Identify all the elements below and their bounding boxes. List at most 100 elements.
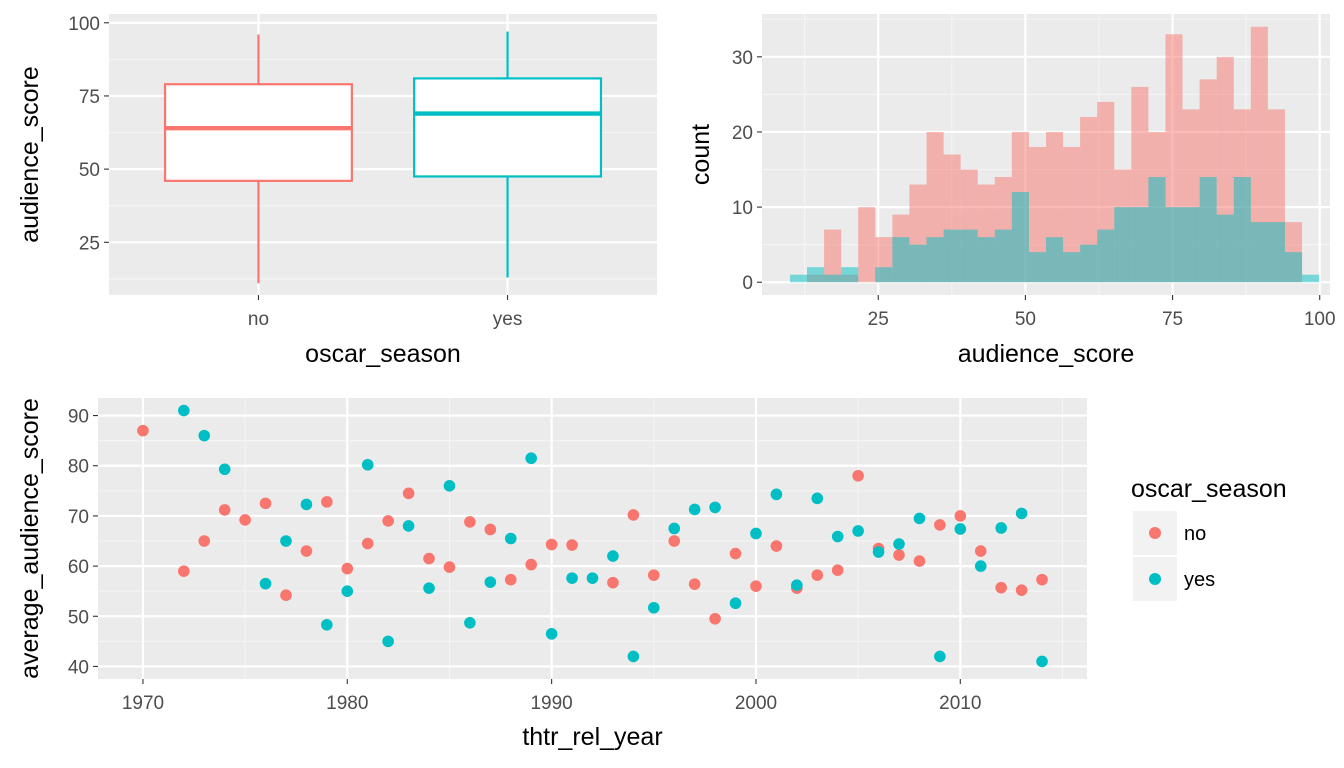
scatter-point-yes: [750, 527, 762, 540]
y-tick-label: 50: [79, 160, 100, 181]
y-tick-label: 50: [68, 607, 89, 628]
scatter-point-yes: [525, 452, 537, 465]
legend-label-yes: yes: [1184, 569, 1215, 591]
y-tick-label: 20: [732, 123, 753, 144]
scatter-point-no: [688, 578, 701, 590]
scatter-point-yes: [913, 512, 926, 525]
histogram-bar-no: [1250, 26, 1268, 283]
histogram-bar-yes: [1080, 244, 1098, 283]
histogram-bar-yes: [841, 267, 859, 283]
scatter-point-no: [831, 564, 844, 576]
scatter-point-no: [504, 573, 517, 586]
histogram-bar-yes: [909, 244, 927, 283]
scatter-point-yes: [300, 498, 313, 511]
scatter-point-yes: [831, 530, 844, 543]
scatter-point-no: [648, 569, 660, 581]
y-axis-title: count: [687, 124, 715, 185]
scatter-point-yes: [627, 650, 640, 663]
scatter-point-no: [525, 558, 537, 571]
x-axis-title: oscar_season: [305, 340, 461, 368]
scatter-point-yes: [974, 560, 987, 572]
histogram-bar-yes: [807, 267, 825, 283]
boxplot-panel: 25 50 75 100 no yes oscar_season audience_score: [16, 14, 657, 368]
y-tick-label: 90: [68, 407, 89, 428]
x-tick-label: no: [248, 309, 269, 330]
histogram-bar-yes: [994, 229, 1012, 283]
scatter-point-yes: [198, 429, 211, 442]
scatter-point-yes: [811, 492, 824, 505]
scatter-point-yes: [995, 522, 1007, 534]
legend-key-no-dot: [1149, 527, 1161, 539]
scatter-point-no: [382, 515, 394, 527]
histogram-bar-yes: [977, 237, 995, 283]
scatter-point-no: [607, 576, 619, 589]
scatter-point-yes: [280, 535, 292, 547]
scatter-point-no: [750, 580, 762, 592]
scatter-point-yes: [402, 520, 415, 532]
histogram-bar-yes: [1302, 274, 1320, 283]
scatter-point-no: [321, 496, 333, 508]
scatter-point-yes: [566, 572, 578, 584]
scatter-point-yes: [954, 523, 967, 535]
histogram-bar-yes: [943, 229, 961, 283]
y-tick-label: 25: [79, 233, 100, 254]
scatter-point-yes: [668, 522, 681, 535]
histogram-bar-no: [858, 207, 876, 283]
legend-title: oscar_season: [1131, 475, 1287, 503]
x-tick-label: yes: [493, 309, 523, 330]
x-tick-label: 50: [1015, 309, 1036, 330]
legend: oscar_season no yes: [1131, 475, 1287, 601]
scatter-point-no: [218, 504, 231, 516]
scatter-point-yes: [648, 601, 660, 614]
legend-label-no: no: [1184, 523, 1206, 545]
scatter-point-yes: [382, 635, 394, 648]
scatter-point-no: [627, 509, 640, 521]
histogram-bar-yes: [789, 274, 808, 283]
x-tick-label: 2000: [735, 693, 777, 714]
scatter-point-no: [913, 555, 926, 567]
y-axis-title: audience_score: [16, 66, 44, 243]
scatter-point-no: [464, 516, 476, 528]
histogram-bar-yes: [1131, 207, 1149, 283]
y-tick-label: 70: [68, 507, 89, 528]
scatter-point-yes: [443, 480, 456, 492]
scatter-point-no: [811, 569, 824, 581]
y-tick-label: 80: [68, 457, 89, 478]
histogram-bar-no: [1028, 146, 1046, 283]
histogram-bar-yes: [1267, 222, 1285, 283]
scatter-point-no: [545, 538, 558, 551]
histogram-bar-yes: [1097, 229, 1115, 283]
histogram-bar-yes: [875, 267, 893, 283]
histogram-bar-yes: [1182, 207, 1200, 283]
histogram-bar-yes: [1165, 207, 1183, 283]
panel-background: [98, 398, 1087, 679]
scatter-point-no: [198, 535, 211, 547]
scatter-point-yes: [709, 501, 721, 514]
histogram-bar-no: [1063, 146, 1081, 283]
y-axis-title: average_audience_score: [16, 398, 44, 679]
histogram-bar-yes: [1114, 207, 1132, 283]
histogram-bar-yes: [1284, 252, 1303, 283]
scatter-point-yes: [893, 538, 905, 550]
scatter-point-no: [566, 539, 578, 551]
x-axis-title: audience_score: [958, 340, 1135, 368]
histogram-bar-yes: [1063, 252, 1081, 283]
x-tick-label: 25: [868, 309, 889, 330]
scatter-point-no: [770, 540, 783, 552]
scatter-point-no: [259, 497, 272, 510]
scatter-point-no: [1015, 584, 1028, 596]
scatter-point-yes: [872, 546, 885, 558]
x-tick-label: 1980: [326, 693, 368, 714]
scatter-point-yes: [586, 572, 599, 584]
scatter-point-no: [178, 565, 190, 577]
scatter-point-yes: [341, 585, 354, 597]
histogram-bar-yes: [1046, 237, 1064, 283]
scatter-point-yes: [1015, 507, 1028, 520]
histogram-bar-yes: [1148, 177, 1166, 283]
scatter-point-yes: [770, 488, 783, 501]
scatter-panel: 40 50 60 70 80 90 1970 1980 1990 2000 2010 thtr_rel…: [16, 398, 1087, 751]
x-tick-label: 2010: [939, 693, 981, 714]
histogram-bar-yes: [1028, 252, 1046, 283]
scatter-point-yes: [321, 619, 333, 631]
scatter-point-yes: [791, 579, 803, 591]
